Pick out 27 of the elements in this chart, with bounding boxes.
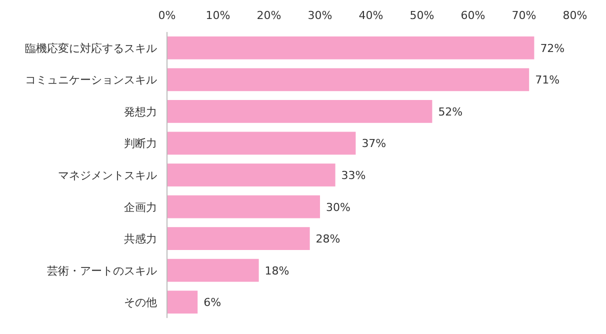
value-label: 6% (204, 296, 222, 310)
value-label: 28% (316, 232, 340, 246)
category: 共感力 (124, 232, 157, 246)
xtick: 20% (256, 9, 282, 22)
value-label: 37% (362, 137, 386, 150)
xtick: 70% (512, 9, 536, 22)
category: コミュニケーションスキル (25, 74, 157, 87)
xtick: 40% (358, 9, 384, 22)
value-label: 18% (264, 264, 290, 278)
category: 芸術・アートのスキル (47, 264, 157, 278)
xtick: 80% (562, 9, 588, 22)
category: 発想力 (124, 105, 157, 118)
xtick: 50% (410, 9, 434, 22)
value-label: 71% (535, 74, 560, 87)
value-label: 30% (326, 200, 350, 214)
category: 臨機応変に対応するスキル (25, 42, 157, 55)
category: 判断力 (124, 137, 157, 150)
category: 企画力 (124, 200, 157, 214)
xtick: 60% (460, 9, 486, 22)
value-label: 33% (341, 169, 366, 182)
category: その他 (124, 296, 157, 310)
value-label: 52% (438, 105, 463, 118)
xtick: 0% (158, 9, 176, 22)
category: マネジメントスキル (58, 169, 157, 182)
xtick: 30% (308, 9, 332, 22)
xtick: 10% (206, 9, 230, 22)
value-label: 72% (540, 42, 565, 55)
